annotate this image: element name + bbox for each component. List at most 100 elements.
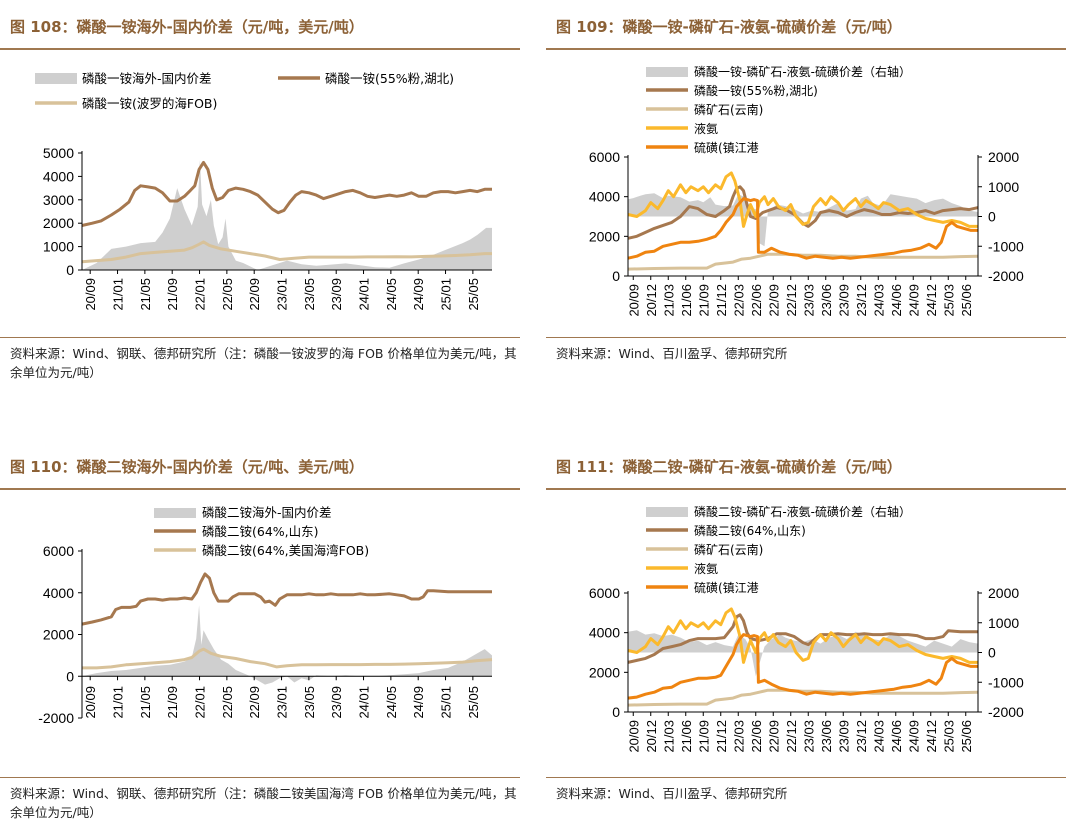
x-tick-label: 24/01: [357, 686, 372, 719]
x-tick-label: 24/12: [924, 720, 939, 753]
x-tick-label: 21/12: [714, 284, 729, 317]
x-tick-label: 22/09: [247, 686, 262, 719]
legend-swatch-area: [646, 67, 688, 77]
series-line: [81, 572, 492, 626]
legend-label: 磷酸二铵海外-国内价差: [202, 505, 332, 520]
x-tick-label: 21/03: [661, 720, 676, 753]
x-tick-label: 23/05: [302, 278, 317, 311]
title-rule: [546, 488, 1066, 490]
legend: 磷酸二铵海外-国内价差 磷酸二铵(64%,山东) 磷酸二铵(64%,美国海湾FO…: [154, 505, 369, 558]
legend-label: 磷酸一铵(波罗的海FOB): [82, 96, 217, 111]
plot-area: [81, 572, 493, 685]
plot-area: [81, 160, 492, 270]
x-tick-label: 21/06: [679, 720, 694, 753]
x-tick-label: 23/05: [302, 686, 317, 719]
series-area: [82, 605, 492, 685]
x-tick-label: 22/03: [731, 720, 746, 753]
x-tick-label: 24/05: [384, 278, 399, 311]
y-tick-label: 2000: [43, 215, 74, 231]
series-area: [82, 160, 492, 270]
legend-label: 液氨: [694, 121, 718, 136]
panel-111: 图 111：磷酸二铵-磷矿石-液氨-硫磺价差（元/吨） 磷酸二铵-磷矿石-液氨-…: [546, 450, 1066, 822]
y-tick-label: 0: [612, 268, 620, 284]
x-tick-label: 21/01: [111, 686, 126, 719]
x-tick-label: 20/09: [83, 686, 98, 719]
x-tick-label: 21/01: [111, 278, 126, 311]
footer-rule: [0, 777, 520, 778]
y-tick-label: 4000: [589, 189, 620, 205]
x-tick-label: 20/09: [626, 720, 641, 753]
x-tick-label: 22/06: [749, 284, 764, 317]
panel-109: 图 109：磷酸一铵-磷矿石-液氨-硫磺价差（元/吨） 磷酸一铵-磷矿石-液氨-…: [546, 10, 1066, 405]
x-tick-label: 22/01: [193, 686, 208, 719]
x-tick-label: 21/09: [165, 278, 180, 311]
x-tick-label: 25/01: [439, 686, 454, 719]
x-tick-label: 21/09: [165, 686, 180, 719]
legend-label: 磷矿石(云南): [694, 542, 763, 557]
x-tick-label: 22/12: [784, 284, 799, 317]
chart-title: 图 111：磷酸二铵-磷矿石-液氨-硫磺价差（元/吨）: [556, 458, 902, 476]
y-tick-label: 0: [66, 668, 74, 684]
x-tick-label: 23/06: [819, 720, 834, 753]
axes: 0 1000 2000 3000 4000 5000 20/09 21/01 21/05 21/0…: [43, 145, 492, 311]
x-tick-label: 21/09: [696, 284, 711, 317]
footer-rule: [0, 337, 520, 338]
x-tick-label: 21/06: [679, 284, 694, 317]
x-tick-label: 20/12: [644, 284, 659, 317]
series-line: [627, 197, 978, 260]
axes: 0 2000 4000 6000 -2000 -1000 0 1000 2000 20/09 20/…: [589, 585, 1024, 753]
x-tick-label: 22/09: [766, 720, 781, 753]
legend-label: 液氨: [694, 561, 718, 576]
x-tick-label: 23/12: [854, 720, 869, 753]
chart-title: 图 110：磷酸二铵海外-国内价差（元/吨、美元/吨）: [10, 458, 364, 476]
y-tick-label: 4000: [43, 585, 74, 601]
legend-label: 磷酸二铵(64%,美国海湾FOB): [202, 543, 369, 558]
x-tick-label: 22/05: [220, 686, 235, 719]
y-tick-label: 2000: [43, 627, 74, 643]
x-tick-label: 24/03: [871, 284, 886, 317]
x-tick-label: 24/06: [889, 720, 904, 753]
x-tick-label: 20/12: [644, 720, 659, 753]
x-tick-label: 24/09: [906, 720, 921, 753]
y-tick-label: 5000: [43, 145, 74, 161]
x-tick-label: 22/09: [766, 284, 781, 317]
legend-label: 磷矿石(云南): [694, 102, 763, 117]
x-tick-label: 25/06: [959, 720, 974, 753]
x-tick-label: 25/03: [941, 284, 956, 317]
chart-111: 磷酸二铵-磷矿石-液氨-硫磺价差（右轴） 磷酸二铵(64%,山东) 磷矿石(云南…: [589, 504, 1024, 753]
x-tick-label: 23/09: [836, 284, 851, 317]
legend: 磷酸一铵海外-国内价差 磷酸一铵(55%粉,湖北) 磷酸一铵(波罗的海FOB): [35, 71, 454, 111]
y-tick-label: 1000: [43, 239, 74, 255]
legend: 磷酸二铵-磷矿石-液氨-硫磺价差（右轴） 磷酸二铵(64%,山东) 磷矿石(云南…: [646, 504, 911, 595]
y2-tick-label: -1000: [988, 238, 1024, 254]
x-tick-label: 23/01: [275, 686, 290, 719]
legend: 磷酸一铵-磷矿石-液氨-硫磺价差（右轴） 磷酸一铵(55%粉,湖北) 磷矿石(云…: [646, 64, 911, 155]
x-tick-label: 23/03: [801, 284, 816, 317]
legend-label: 硫磺(镇江港: [694, 580, 759, 595]
x-tick-label: 24/09: [411, 278, 426, 311]
y-tick-label: 6000: [589, 585, 620, 601]
y2-tick-label: 2000: [988, 585, 1019, 601]
y-tick-label: 6000: [43, 543, 74, 559]
x-tick-label: 22/05: [220, 278, 235, 311]
x-tick-label: 23/01: [275, 278, 290, 311]
x-tick-label: 23/09: [836, 720, 851, 753]
x-tick-label: 22/12: [784, 720, 799, 753]
y2-tick-label: 0: [988, 645, 996, 661]
x-tick-label: 21/03: [661, 284, 676, 317]
x-tick-label: 21/09: [696, 720, 711, 753]
x-tick-label: 23/12: [854, 284, 869, 317]
panel-108: 图 108：磷酸一铵海外-国内价差（元/吨，美元/吨） 磷酸一铵海外-国内价差 …: [0, 10, 520, 405]
source-note: 资料来源：Wind、百川盈孚、德邦研究所: [556, 346, 788, 361]
chart-title: 图 108：磷酸一铵海外-国内价差（元/吨，美元/吨）: [10, 18, 364, 36]
x-tick-label: 23/03: [801, 720, 816, 753]
x-tick-label: 25/01: [439, 278, 454, 311]
series-area: [628, 193, 978, 247]
legend-label: 磷酸一铵(55%粉,湖北): [694, 83, 818, 98]
x-tick-label: 22/03: [731, 284, 746, 317]
x-tick-label: 24/06: [889, 284, 904, 317]
axes: 0 2000 4000 6000 -2000 -1000 0 1000 2000 20/09 20/…: [589, 149, 1024, 317]
y-tick-label: -2000: [38, 710, 74, 726]
x-tick-label: 23/09: [329, 278, 344, 311]
legend-label: 磷酸一铵(55%粉,湖北): [325, 71, 454, 86]
